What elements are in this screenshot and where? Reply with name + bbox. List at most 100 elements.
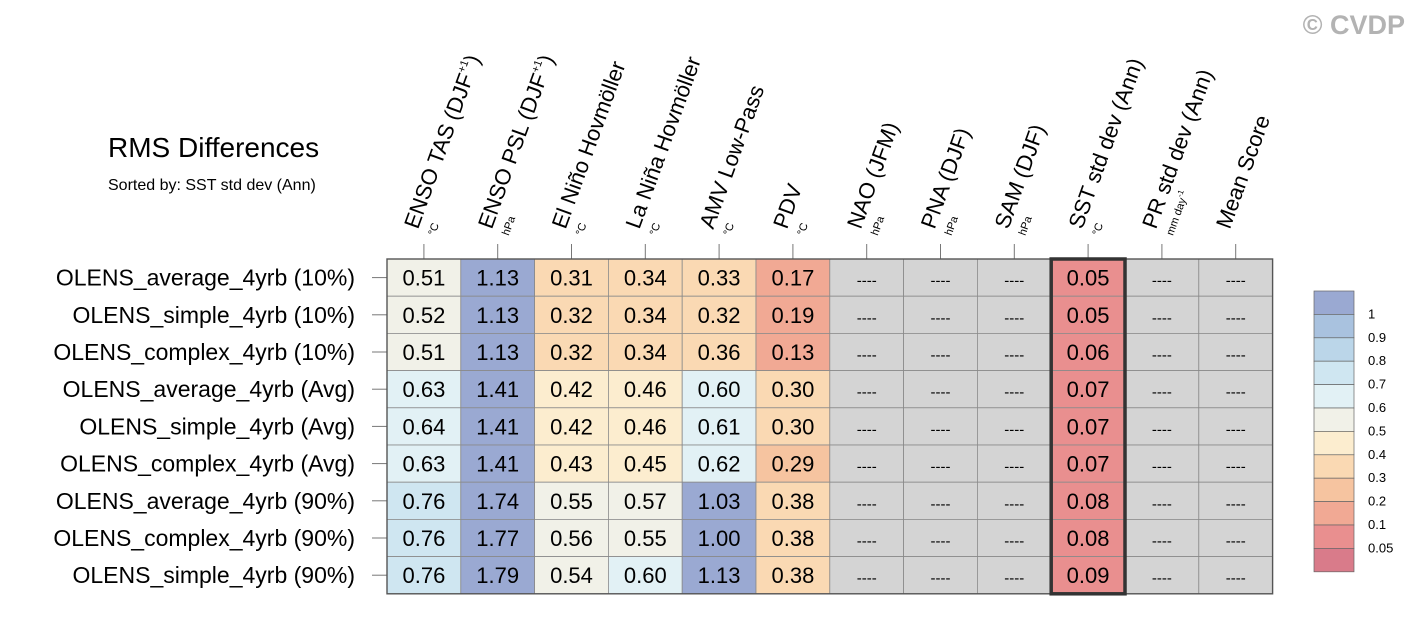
table-cell [903,481,978,520]
cell-value: 0.42 [550,377,593,402]
cell-value: 1.00 [698,526,741,551]
table-cell [903,332,978,371]
colorbar-label: 0.8 [1368,353,1386,368]
cell-value: ---- [1152,496,1172,513]
colorbar-swatch [1313,407,1355,432]
table-cell [903,556,978,595]
cell-value: 0.60 [624,563,667,588]
cell-value: ---- [1004,421,1024,438]
colorbar-label: 0.5 [1368,423,1386,438]
cell-value: 0.31 [550,266,593,291]
table-cell [1050,556,1126,595]
cell-value: 0.60 [698,377,741,402]
table-cell [681,258,757,297]
table-cell [608,370,683,409]
cell-value: ---- [1226,310,1246,327]
row-label: OLENS_complex_4yrb (10%) [53,339,355,365]
cell-value: ---- [931,570,951,587]
cell-value: ---- [857,421,877,438]
row-label: OLENS_average_4yrb (10%) [56,265,355,291]
cell-value: 0.76 [402,489,445,514]
colorbar-swatch [1313,337,1355,362]
table-cell [1198,407,1274,446]
cell-value: 0.54 [550,563,593,588]
chart-title: RMS Differences [108,132,319,163]
table-cell [977,332,1052,371]
cell-value: 0.32 [698,303,741,328]
cell-value: 0.09 [1067,563,1110,588]
cell-value: 0.45 [624,452,667,477]
table-cell [1198,444,1274,483]
cell-value: ---- [1004,459,1024,476]
cell-value: 0.32 [550,340,593,365]
table-cell [977,444,1052,483]
table-cell [386,332,462,371]
row-label: OLENS_complex_4yrb (90%) [53,525,355,551]
cell-value: ---- [857,273,877,290]
cell-value: ---- [1004,273,1024,290]
cell-value: 0.56 [550,526,593,551]
cell-value: 0.52 [402,303,445,328]
cell-value: ---- [857,384,877,401]
table-cell [608,444,683,483]
column-header-label: ENSO TAS (DJF+1) [399,51,485,231]
chart-subtitle: Sorted by: SST std dev (Ann) [108,177,316,194]
column-header-label: La Niña Hovmöller [621,53,706,232]
row-label: OLENS_average_4yrb (Avg) [63,376,355,402]
table-cell [681,519,757,558]
cell-value: 0.61 [698,414,741,439]
cell-value: 0.07 [1067,414,1110,439]
row-labels: OLENS_average_4yrb (10%) OLENS_simple_4yr… [53,265,387,588]
column-unit: °C [795,221,811,237]
column-unit: °C [648,221,664,237]
column-unit: hPa [943,214,961,237]
cell-value: ---- [1152,347,1172,364]
table-cell [755,407,831,446]
cell-value: ---- [1226,496,1246,513]
table-cell [1198,556,1274,595]
table-cell [903,444,978,483]
copyright-text: © CVDP [1303,10,1405,40]
cell-value: ---- [1152,459,1172,476]
cell-value: 1.79 [476,563,519,588]
table-cell [534,370,609,409]
cell-value: 1.74 [476,489,519,514]
table-cell [1050,407,1126,446]
cell-value: 0.17 [771,266,814,291]
table-cell [608,332,683,371]
cell-value: ---- [1004,384,1024,401]
cell-value: 0.63 [402,377,445,402]
cell-value: ---- [1226,273,1246,290]
table-cell [460,295,535,334]
table-cell [829,444,904,483]
cell-value: ---- [1226,384,1246,401]
row-label: OLENS_simple_4yrb (Avg) [79,413,355,439]
column-header-label: El Niño Hovmöller [547,58,631,232]
cell-value: 0.06 [1067,340,1110,365]
cell-value: ---- [857,533,877,550]
cell-value: ---- [931,384,951,401]
cell-value: ---- [857,496,877,513]
table-cell [608,407,683,446]
colorbar-swatch [1313,360,1355,385]
cell-value: ---- [857,570,877,587]
row-label: OLENS_simple_4yrb (10%) [72,302,355,328]
table-cell [1198,295,1274,334]
table-cell [534,332,609,371]
table-cell [1050,444,1126,483]
cell-value: ---- [931,459,951,476]
cell-value: 1.41 [476,377,519,402]
cell-value: ---- [857,347,877,364]
table-cell [608,258,683,297]
cell-value: 0.55 [550,489,593,514]
cell-value: ---- [1152,273,1172,290]
cell-value: 0.36 [698,340,741,365]
column-header-label: ENSO PSL (DJF+1) [473,51,559,231]
colorbar-swatch [1313,431,1355,456]
table-cell [681,370,757,409]
table-cell [1198,332,1274,371]
cell-value: 0.30 [771,414,814,439]
column-header: NAO (JFM)hPa [842,119,904,238]
cell-value: 1.13 [476,266,519,291]
